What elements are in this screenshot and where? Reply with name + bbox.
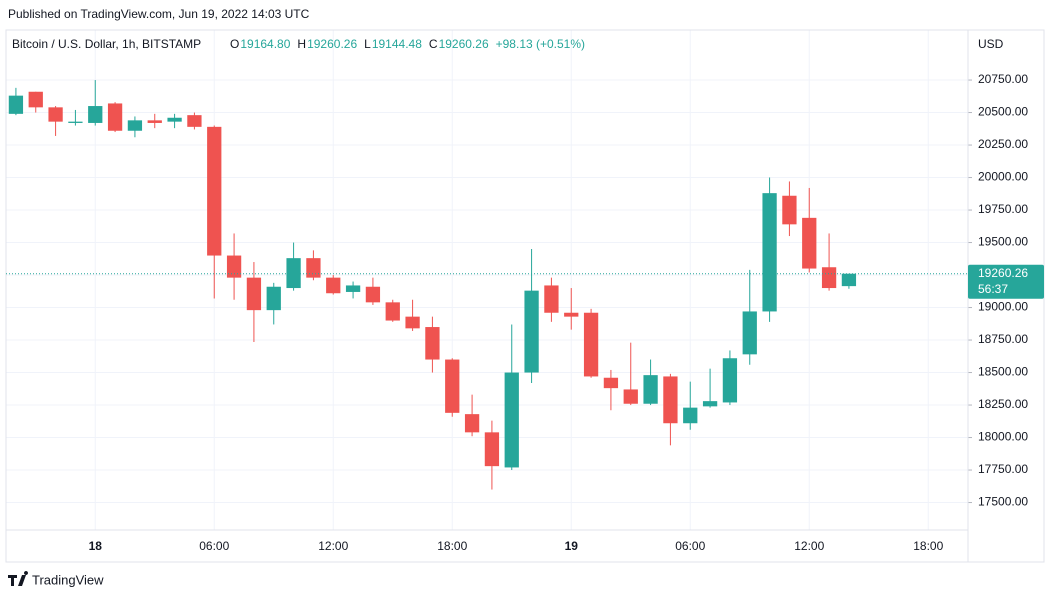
candle-body bbox=[742, 311, 757, 355]
candle-body bbox=[306, 258, 321, 278]
candle-body bbox=[623, 389, 638, 404]
candle-body bbox=[385, 302, 400, 321]
last-price-box bbox=[968, 264, 1044, 299]
candle-body bbox=[207, 126, 222, 256]
candle-body bbox=[544, 285, 559, 313]
x-tick-label: 06:00 bbox=[675, 539, 705, 553]
ohlc-legend: O 19164.80 H 19260.26 L 19144.48 C 19260.26 +98.… bbox=[230, 37, 585, 51]
candle-body bbox=[127, 120, 143, 131]
legend-value: 19260.26 bbox=[439, 37, 489, 51]
y-tick-label: 18750.00 bbox=[978, 332, 1028, 346]
candle-body bbox=[643, 375, 658, 404]
candle-body bbox=[246, 277, 262, 311]
candle-body bbox=[663, 376, 678, 424]
y-tick-label: 20000.00 bbox=[978, 170, 1028, 184]
legend-change: +98.13 (+0.51%) bbox=[496, 37, 585, 51]
y-tick-label: 20750.00 bbox=[978, 72, 1028, 86]
candle-body bbox=[445, 359, 460, 413]
y-tick-label: 20250.00 bbox=[978, 137, 1028, 151]
last-price-label: 19260.26 bbox=[978, 266, 1028, 280]
candle-body bbox=[802, 217, 817, 269]
x-tick-label: 18:00 bbox=[913, 539, 943, 553]
candle-body bbox=[524, 290, 539, 373]
x-tick-label: 18:00 bbox=[437, 539, 467, 553]
candle-body bbox=[464, 414, 480, 433]
chart-title: Bitcoin / U.S. Dollar, 1h, BITSTAMP bbox=[12, 37, 201, 51]
x-tick-label: 12:00 bbox=[318, 539, 348, 553]
candle-body bbox=[762, 193, 777, 312]
x-tick-label: 06:00 bbox=[199, 539, 229, 553]
candle-body bbox=[147, 120, 162, 123]
candle-body bbox=[107, 103, 123, 131]
candle-body bbox=[88, 106, 103, 123]
candle-body bbox=[405, 316, 420, 329]
candle-body bbox=[28, 91, 43, 108]
legend-value: 19144.48 bbox=[372, 37, 422, 51]
candle-body bbox=[722, 358, 738, 403]
candle-body bbox=[484, 432, 500, 467]
tradingview-logo: TradingView bbox=[8, 571, 104, 587]
x-tick-label: 12:00 bbox=[794, 539, 824, 553]
x-tick-label: 18 bbox=[89, 539, 103, 553]
candle-body bbox=[68, 121, 83, 123]
candle-body bbox=[8, 95, 24, 114]
candle-body bbox=[782, 195, 797, 225]
x-tick-label: 19 bbox=[565, 539, 579, 553]
legend-value: 19260.26 bbox=[307, 37, 357, 51]
y-tick-label: 18250.00 bbox=[978, 397, 1028, 411]
y-tick-label: 19500.00 bbox=[978, 235, 1028, 249]
legend-key: C bbox=[429, 37, 438, 51]
legend-key: H bbox=[297, 37, 306, 51]
candle-body bbox=[187, 115, 202, 127]
y-tick-label: 20500.00 bbox=[978, 105, 1028, 119]
y-tick-label: 18000.00 bbox=[978, 430, 1028, 444]
candle-body bbox=[226, 255, 242, 278]
candles: 19260.26 56:37 bbox=[6, 80, 1044, 490]
candle-body bbox=[841, 273, 857, 287]
candle-body bbox=[564, 312, 579, 317]
published-note: Published on TradingView.com, Jun 19, 20… bbox=[8, 7, 310, 21]
countdown-label: 56:37 bbox=[978, 282, 1008, 296]
candle-body bbox=[286, 258, 301, 289]
y-tick-label: 19000.00 bbox=[978, 300, 1028, 314]
logo-icon bbox=[8, 571, 29, 586]
y-tick-label: 18500.00 bbox=[978, 365, 1028, 379]
candle-body bbox=[683, 407, 698, 424]
candle-body bbox=[365, 286, 381, 303]
candle-body bbox=[345, 285, 361, 292]
legend-key: L bbox=[364, 37, 371, 51]
candle-body bbox=[167, 117, 182, 122]
candle-body bbox=[425, 327, 440, 360]
candle-body bbox=[583, 312, 599, 377]
y-tick-label: 19750.00 bbox=[978, 202, 1028, 216]
legend-key: O bbox=[230, 37, 239, 51]
currency-label: USD bbox=[978, 37, 1004, 51]
brand: TradingView bbox=[32, 572, 104, 587]
legend-value: 19164.80 bbox=[240, 37, 290, 51]
y-tick-label: 17500.00 bbox=[978, 495, 1028, 509]
y-tick-label: 17750.00 bbox=[978, 462, 1028, 476]
candle-body bbox=[603, 377, 619, 389]
candle-body bbox=[504, 372, 519, 468]
candle-body bbox=[266, 286, 281, 311]
candle-body bbox=[702, 401, 718, 407]
candle-body bbox=[326, 277, 341, 294]
candle-body bbox=[821, 267, 837, 289]
candle-body bbox=[48, 107, 63, 122]
